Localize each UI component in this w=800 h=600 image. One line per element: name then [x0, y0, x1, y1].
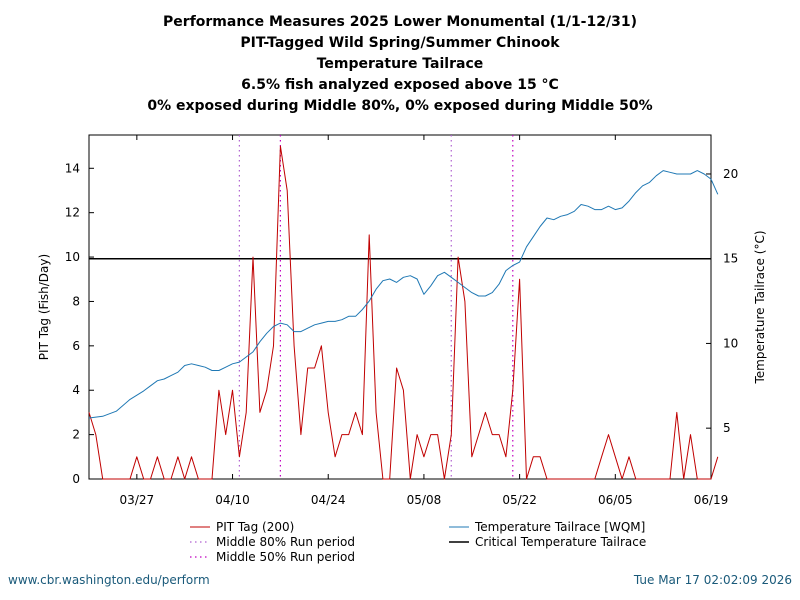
y-left-tick-label: 2 — [72, 428, 80, 442]
y-right-tick-label: 20 — [723, 167, 738, 181]
x-tick-label: 04/24 — [311, 493, 346, 507]
x-tick-label: 06/19 — [694, 493, 729, 507]
chart-subtitle-measure: Temperature Tailrace — [316, 56, 484, 72]
y-right-axis-label: Temperature Tailrace (°C) — [753, 230, 767, 384]
chart-title: Performance Measures 2025 Lower Monument… — [163, 14, 637, 30]
plot-frame — [88, 134, 712, 480]
legend-label-critical: Critical Temperature Tailrace — [475, 535, 646, 549]
pit-tag-series-line — [88, 145, 719, 480]
chart-subtitle-run-exposure: 0% exposed during Middle 80%, 0% exposed… — [147, 98, 653, 114]
temperature-series-line — [88, 170, 719, 419]
x-tick-label: 04/10 — [215, 493, 250, 507]
chart-subtitle-species: PIT-Tagged Wild Spring/Summer Chinook — [240, 35, 560, 51]
x-tick-label: 05/22 — [502, 493, 537, 507]
y-right-tick-label: 5 — [723, 421, 731, 435]
y-left-axis-label: PIT Tag (Fish/Day) — [37, 254, 51, 360]
legend-label-temp: Temperature Tailrace [WQM] — [474, 520, 645, 534]
y-left-tick-label: 14 — [65, 161, 80, 175]
chart-title-block: Performance Measures 2025 Lower Monument… — [0, 12, 800, 117]
y-left-tick-label: 12 — [65, 206, 80, 220]
footer-url[interactable]: www.cbr.washington.edu/perform — [8, 573, 210, 587]
x-tick-label: 05/08 — [407, 493, 442, 507]
y-left-tick-label: 4 — [72, 383, 80, 397]
y-left-tick-label: 8 — [72, 294, 80, 308]
x-tick-label: 06/05 — [598, 493, 633, 507]
legend-label-pit: PIT Tag (200) — [216, 520, 294, 534]
y-right-tick-label: 10 — [723, 336, 738, 350]
x-tick-label: 03/27 — [120, 493, 155, 507]
legend-label-mid50: Middle 50% Run period — [216, 550, 355, 564]
chart-subtitle-exposure: 6.5% fish analyzed exposed above 15 °C — [241, 77, 559, 93]
legend-label-mid80: Middle 80% Run period — [216, 535, 355, 549]
y-left-tick-label: 0 — [72, 472, 80, 486]
y-left-tick-label: 6 — [72, 339, 80, 353]
y-right-tick-label: 15 — [723, 252, 738, 266]
y-left-tick-label: 10 — [65, 250, 80, 264]
footer-timestamp: Tue Mar 17 02:02:09 2026 — [633, 573, 792, 587]
